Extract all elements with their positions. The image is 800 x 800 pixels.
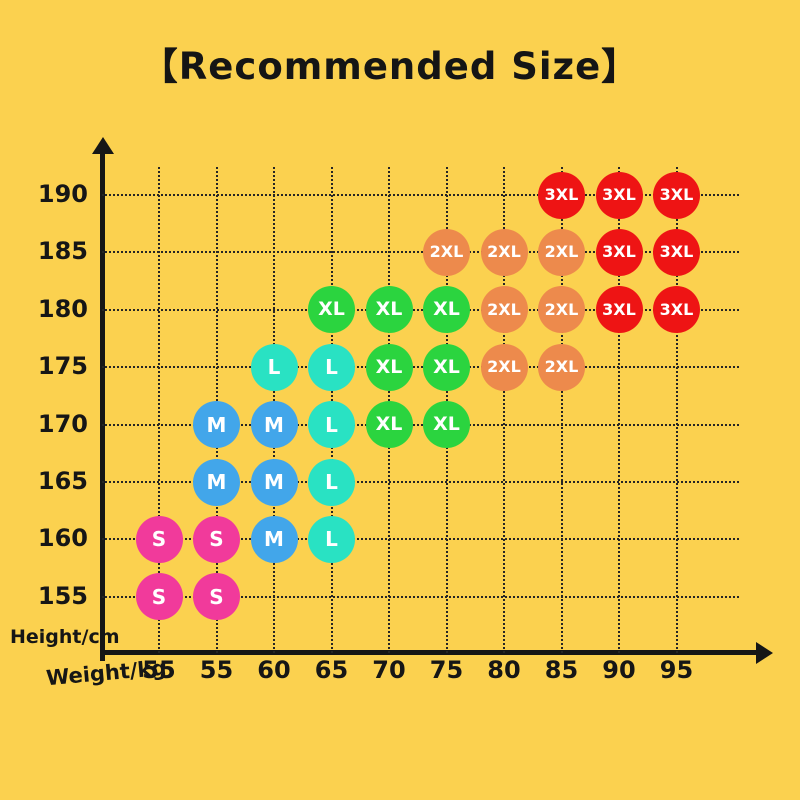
y-tick-label: 155: [37, 581, 88, 610]
x-axis-arrow-icon: [756, 641, 773, 664]
size-bubble: 3XL: [538, 171, 585, 219]
y-tick-label: 165: [37, 467, 88, 495]
horizontal-gridline: [102, 538, 739, 541]
size-bubble: M: [250, 458, 298, 506]
size-bubble: L: [308, 401, 355, 449]
horizontal-gridline: [102, 595, 739, 598]
x-tick-label: 60: [257, 656, 291, 684]
size-bubble: M: [250, 515, 298, 563]
size-bubble: 2XL: [423, 228, 470, 276]
x-axis-line: [102, 650, 758, 655]
size-bubble: L: [308, 458, 355, 506]
x-tick-label: 90: [602, 656, 636, 684]
size-bubble: XL: [423, 286, 470, 334]
vertical-gridline: [503, 167, 505, 653]
size-bubble: 3XL: [653, 286, 700, 334]
size-bubble: XL: [308, 286, 355, 334]
size-bubble: 2XL: [480, 228, 528, 276]
y-tick-label: 190: [37, 180, 88, 208]
size-bubble: 2XL: [480, 286, 528, 334]
chart-title: 【Recommended Size】: [140, 45, 640, 88]
size-bubble: 3XL: [653, 228, 700, 276]
size-bubble: L: [250, 343, 298, 391]
size-bubble: XL: [365, 343, 413, 391]
horizontal-gridline: [102, 251, 739, 254]
size-bubble: 2XL: [538, 343, 585, 391]
y-axis-title: Height/cm: [10, 626, 120, 648]
size-bubble: XL: [423, 401, 470, 449]
size-bubble: 2XL: [538, 228, 585, 276]
size-bubble: 3XL: [595, 286, 643, 334]
y-tick-label: 180: [37, 294, 88, 323]
y-tick-label: 170: [37, 409, 88, 438]
size-bubble: XL: [365, 286, 413, 334]
size-bubble: S: [135, 573, 183, 621]
size-bubble: M: [250, 401, 298, 449]
y-axis-arrow-icon: [91, 137, 114, 154]
horizontal-gridline: [102, 423, 739, 426]
y-axis-line: [100, 152, 105, 661]
horizontal-gridline: [102, 308, 739, 311]
y-tick-label: 175: [37, 352, 88, 381]
y-tick-label: 185: [37, 237, 88, 266]
x-tick-label: 65: [314, 656, 349, 684]
size-bubble: 3XL: [595, 228, 643, 276]
size-bubble: 3XL: [595, 171, 643, 219]
size-bubble: L: [308, 343, 355, 391]
size-bubble: S: [193, 573, 240, 621]
x-tick-label: 95: [659, 656, 694, 684]
size-bubble: XL: [423, 343, 470, 391]
vertical-gridline: [675, 167, 678, 653]
size-bubble: 2XL: [480, 343, 528, 391]
horizontal-gridline: [102, 366, 739, 369]
size-bubble: M: [193, 401, 240, 449]
x-tick-label: 85: [544, 656, 579, 684]
size-bubble: L: [308, 515, 355, 563]
size-bubble: 3XL: [653, 171, 700, 219]
x-tick-label: 55: [142, 656, 176, 684]
size-bubble: S: [193, 515, 240, 563]
size-bubble: XL: [365, 401, 413, 449]
vertical-gridline: [618, 167, 620, 653]
size-bubble: 2XL: [538, 286, 585, 334]
size-bubble: S: [135, 515, 183, 563]
vertical-gridline: [158, 167, 160, 653]
x-tick-label: 80: [487, 656, 521, 684]
horizontal-gridline: [102, 481, 739, 483]
x-tick-label: 55: [199, 656, 234, 684]
horizontal-gridline: [102, 194, 739, 196]
x-tick-label: 75: [429, 656, 464, 684]
x-tick-label: 70: [372, 656, 406, 684]
vertical-gridline: [560, 167, 563, 653]
size-bubble: M: [193, 458, 240, 506]
y-tick-label: 160: [37, 524, 88, 553]
